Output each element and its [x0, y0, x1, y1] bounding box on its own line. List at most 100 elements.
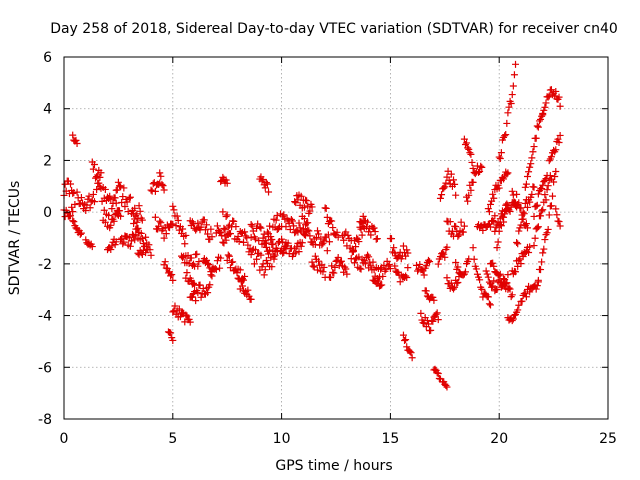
data-point — [537, 212, 545, 220]
data-point — [490, 217, 498, 225]
data-point — [485, 208, 493, 216]
data-point — [241, 228, 249, 236]
data-point — [404, 249, 412, 257]
data-point — [510, 71, 518, 79]
data-point — [257, 224, 265, 232]
data-point — [169, 220, 177, 228]
axis-ticks — [63, 56, 609, 420]
data-point — [443, 243, 451, 251]
data-point — [522, 180, 530, 188]
data-point — [418, 265, 426, 273]
data-point — [451, 283, 459, 291]
data-point — [538, 185, 546, 193]
data-point — [105, 211, 113, 219]
y-axis-title: SDTVAR / TECUs — [7, 181, 23, 296]
data-point — [226, 264, 234, 272]
data-point — [194, 262, 202, 270]
data-point — [556, 131, 564, 139]
data-point — [371, 228, 379, 236]
data-point — [441, 253, 449, 261]
data-point — [503, 200, 511, 208]
data-point — [424, 256, 432, 264]
data-point — [399, 331, 407, 339]
data-point — [90, 161, 98, 169]
data-point — [406, 348, 414, 356]
data-point — [506, 285, 514, 293]
data-point — [490, 277, 498, 285]
data-point — [513, 190, 521, 198]
data-point — [167, 329, 175, 337]
data-point — [556, 102, 564, 110]
data-point — [247, 295, 255, 303]
data-point — [534, 278, 542, 286]
data-point — [555, 93, 563, 101]
data-point — [547, 86, 555, 94]
data-point — [470, 255, 478, 263]
data-point — [251, 246, 259, 254]
data-point — [426, 258, 434, 266]
data-point — [251, 235, 259, 243]
data-point — [465, 191, 473, 199]
data-point — [192, 297, 200, 305]
data-point — [467, 186, 475, 194]
data-point — [135, 202, 143, 210]
data-point — [73, 188, 81, 196]
data-point — [240, 238, 248, 246]
data-point — [204, 289, 212, 297]
data-point — [213, 222, 221, 230]
data-point — [261, 239, 269, 247]
data-point — [545, 211, 553, 219]
data-point — [352, 243, 360, 251]
data-point — [478, 163, 486, 171]
data-point — [162, 230, 170, 238]
data-point — [394, 253, 402, 261]
data-point — [205, 261, 213, 269]
data-point — [156, 169, 164, 177]
data-point — [402, 272, 410, 280]
data-point — [234, 232, 242, 240]
data-point — [530, 212, 538, 220]
data-point — [479, 226, 487, 234]
data-point — [244, 241, 252, 249]
data-point — [509, 315, 517, 323]
data-point — [370, 224, 378, 232]
data-point — [216, 228, 224, 236]
data-point — [542, 196, 550, 204]
data-point — [319, 268, 327, 276]
data-point — [330, 269, 338, 277]
data-point — [188, 293, 196, 301]
data-point — [374, 277, 382, 285]
data-point — [160, 234, 168, 242]
data-point — [364, 218, 372, 226]
data-point — [521, 183, 529, 191]
data-point — [364, 251, 372, 259]
data-point — [329, 268, 337, 276]
data-point — [329, 224, 337, 232]
data-point — [260, 271, 268, 279]
data-point — [306, 207, 314, 215]
data-point — [523, 224, 531, 232]
data-point — [96, 183, 104, 191]
y-tick-label: -6 — [38, 360, 52, 376]
data-point — [229, 258, 237, 266]
data-point — [521, 249, 529, 257]
data-point — [230, 217, 238, 225]
data-point — [403, 343, 411, 351]
data-point — [238, 282, 246, 290]
data-point — [222, 213, 230, 221]
data-point — [166, 224, 174, 232]
data-point — [323, 213, 331, 221]
data-point — [544, 225, 552, 233]
data-point — [555, 138, 563, 146]
data-point — [270, 253, 278, 261]
data-point — [420, 271, 428, 279]
data-point — [278, 235, 286, 243]
data-point — [459, 228, 467, 236]
data-point — [168, 271, 176, 279]
data-point — [86, 204, 94, 212]
data-point — [526, 243, 534, 251]
data-point — [320, 263, 328, 271]
plot-frame — [63, 56, 609, 420]
data-point — [413, 261, 421, 269]
data-point — [521, 290, 529, 298]
